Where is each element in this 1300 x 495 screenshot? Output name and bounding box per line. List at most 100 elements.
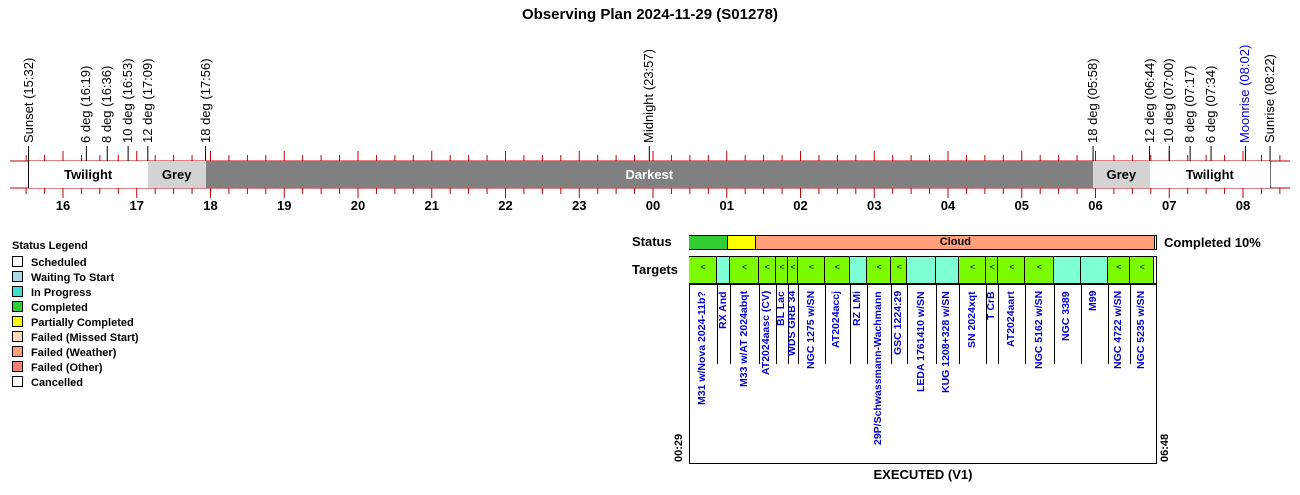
target-divider [935,284,937,364]
target-mark: < [876,262,882,272]
target-name: SN 2024xqt [965,291,978,348]
legend-label: Scheduled [31,257,87,269]
target-mark: < [764,262,770,272]
target-name: NGC 3389 [1060,291,1073,341]
target-cell [1129,256,1155,284]
legend-swatch [12,346,23,357]
target-cell [959,256,987,284]
target-cell [849,256,867,284]
target-name: RX And [716,291,729,329]
event-label: 12 deg (06:44) [1141,58,1157,143]
legend-label: Completed [31,302,88,314]
legend-label: Failed (Missed Start) [31,332,139,344]
legend-item: Scheduled [12,256,87,269]
hour-label: 21 [424,198,439,213]
target-name: M33 w/AT 2024abqt [737,290,750,387]
target-cell [798,256,826,284]
target-divider [986,284,988,364]
target-cell [986,256,999,284]
target-cell [907,256,936,284]
target-cell [1107,256,1130,284]
band-label: Darkest [625,167,674,182]
target-cell [730,256,759,284]
target-name: NGC 4722 w/SN [1111,290,1124,369]
event-label: 6 deg (07:34) [1203,65,1219,143]
band-4 [1149,161,1271,188]
target-name: 29P/Schwassmann-Wachmann [872,291,885,445]
target-divider [758,284,760,364]
target-divider [866,284,868,364]
event-label: 12 deg (17:09) [139,58,155,143]
hour-label: 23 [572,198,587,213]
target-cell [775,256,789,284]
target-mark: < [1139,262,1145,272]
target-mark: < [779,262,785,272]
target-name: AT2024aasc (CV) [760,290,773,375]
legend-swatch [12,376,23,387]
target-name: NGC 5235 w/SN [1135,290,1148,369]
target-mark: < [1116,262,1122,272]
band-label: Grey [161,167,192,182]
legend-label: Failed (Other) [31,362,103,374]
legend-item: Failed (Other) [12,361,103,374]
target-divider [907,284,909,364]
end-time: 06:48 [1159,433,1171,462]
legend-swatch [12,316,23,327]
target-divider [849,284,851,364]
event-label: Moonrise (08:02) [1237,44,1253,143]
target-name: M31 w/Nova 2024-11b? [695,291,708,405]
band-0 [28,161,148,188]
target-cell [866,256,892,284]
legend-item: Cancelled [12,376,83,389]
target-mark: < [808,262,815,272]
hour-label: 00 [645,198,661,213]
hour-label: 05 [1014,198,1029,213]
target-name: LEDA 1761410 w/SN [914,291,927,392]
target-divider [891,284,893,364]
event-label: 6 deg (16:19) [78,65,94,143]
target-mark: < [700,262,706,272]
target-mark: < [969,262,976,272]
legend-swatch [12,271,23,282]
target-name: AT2024aart [1004,291,1017,347]
event-label: 18 deg (17:56) [197,58,213,143]
target-cell [1025,256,1054,284]
hour-label: 19 [277,198,292,213]
status-text: Cloud [939,236,971,248]
target-name: NGC 1275 w/SN [804,290,817,369]
target-divider [788,284,790,364]
legend-swatch [12,256,23,267]
legend-label: Waiting To Start [31,272,115,284]
legend-item: Partially Completed [12,316,134,329]
event-label: Sunrise (08:22) [1262,54,1278,143]
target-divider [959,284,961,364]
event-label: Midnight (23:57) [641,49,657,143]
target-name: WDS GRB 34 [786,290,799,356]
target-cell [1080,256,1108,284]
event-label: 10 deg (07:00) [1161,58,1177,143]
target-name: AT2024accj [830,290,843,348]
target-divider [1107,284,1109,364]
target-name: NGC 5162 w/SN [1032,290,1045,369]
legend-title: Status Legend [12,240,88,252]
completed-percent: Completed 10% [1164,235,1261,250]
page-title: Observing Plan 2024-11-29 (S01278) [522,6,778,23]
target-mark: < [989,262,995,272]
legend-item: Completed [12,301,88,314]
target-cell [758,256,776,284]
target-mark: < [1009,262,1015,272]
hour-label: 06 [1088,198,1103,213]
hour-label: 01 [719,198,734,213]
legend-swatch [12,301,23,312]
target-cell [891,256,908,284]
target-divider [825,284,827,364]
legend-item: Waiting To Start [12,271,114,284]
legend-label: Failed (Weather) [31,347,117,359]
target-name: M99 [1087,290,1100,311]
band-label: Grey [1106,167,1137,182]
event-label: 18 deg (05:58) [1085,58,1101,143]
status-segment [689,235,728,250]
target-cell [788,256,799,284]
executed-box [689,284,1157,464]
event-label: 8 deg (07:17) [1182,65,1198,143]
